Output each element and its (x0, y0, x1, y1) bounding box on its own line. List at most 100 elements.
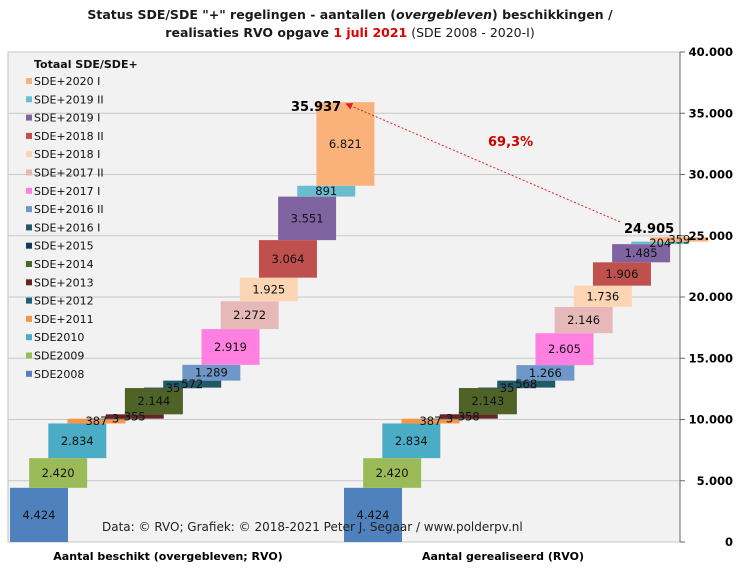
segment-value-label: 891 (315, 184, 337, 198)
bar-segment (163, 380, 222, 388)
bar-segment (478, 387, 537, 389)
segment-value-label: 2.834 (395, 434, 428, 448)
legend-entry: SDE+2020 I (34, 75, 100, 88)
percentage-label: 69,3% (488, 135, 533, 150)
total-label: 35.937 (291, 100, 341, 115)
legend-swatch (26, 242, 32, 249)
segment-value-label: 2.144 (137, 394, 170, 408)
bar-segment (497, 380, 556, 388)
legend-swatch (26, 151, 32, 158)
bar-segment (86, 418, 145, 420)
segment-value-label: 2.272 (233, 308, 266, 322)
legend-entry: SDE+2016 II (34, 203, 104, 216)
legend-swatch (26, 261, 32, 267)
legend: Totaal SDE/SDE+ SDE+2020 I SDE+2019 II SDE… (26, 58, 138, 381)
y-tick-label: 15.000 (689, 351, 733, 365)
title-line-1: Status SDE/SDE "+" regelingen - aantalle… (87, 7, 613, 22)
bar-segment (420, 418, 479, 420)
segment-value-label: 1.906 (605, 267, 638, 281)
y-axis: 0 5.000 10.000 15.000 20.000 25.000 30.000 35.0… (679, 45, 733, 549)
segment-value-label: 4.424 (357, 508, 390, 522)
segment-value-label: 1.485 (625, 246, 658, 260)
bar-segment (48, 423, 107, 459)
segment-value-label: 568 (515, 377, 537, 391)
category-label: Aantal gerealiseerd (RVO) (422, 550, 584, 563)
bar-segment (631, 241, 690, 245)
segment-value-label: 4.424 (23, 508, 56, 522)
legend-entry: SDE2010 (34, 331, 84, 344)
segment-value-label: 1.289 (195, 366, 228, 380)
category-label: Aantal beschikt (overgebleven; RVO) (53, 550, 282, 563)
segment-value-label: 2.143 (471, 394, 504, 408)
title-line-2: realisaties RVO opgave 1 juli 2021 (SDE … (165, 25, 535, 40)
bar-segment (29, 458, 88, 488)
y-tick-label: 10.000 (689, 413, 733, 427)
bar-segment (316, 102, 375, 186)
bar-segment (401, 418, 460, 424)
segment-value-label: 35 (500, 381, 515, 395)
bar-segment (297, 185, 356, 197)
y-tick-label: 40.000 (689, 45, 733, 59)
segment-value-label: 3.064 (271, 252, 304, 266)
chart-title: Status SDE/SDE "+" regelingen - aantalle… (0, 6, 700, 42)
segment-value-label: 358 (458, 409, 480, 423)
bar-segment (439, 414, 498, 419)
y-tick-label: 5.000 (697, 474, 733, 488)
total-label: 24.905 (624, 222, 674, 237)
y-tick-label: 30.000 (689, 168, 733, 182)
legend-title: Totaal SDE/SDE+ (34, 58, 138, 71)
legend-swatch (26, 297, 32, 304)
segment-value-label: 3 (446, 412, 453, 426)
bar-segment (239, 277, 298, 302)
legend-swatch (26, 132, 32, 139)
bar-segment (650, 237, 709, 242)
legend-entry: SDE+2015 (34, 240, 94, 253)
y-tick-label: 25.000 (689, 229, 733, 243)
segment-value-label: 2.146 (567, 313, 600, 327)
legend-swatch (26, 352, 32, 359)
bar-segment (458, 388, 517, 415)
bar-segment (10, 487, 68, 542)
legend-entry: SDE+2017 I (34, 185, 100, 198)
bar-segment (535, 333, 594, 366)
bar-segment (612, 244, 671, 263)
bar-segment (144, 387, 203, 389)
legend-entry: SDE2008 (34, 368, 84, 381)
segment-value-label: 2.834 (61, 434, 94, 448)
segment-value-label: 6.821 (329, 137, 362, 151)
bars (10, 102, 709, 542)
segment-value-label: 1.266 (529, 366, 562, 380)
legend-entry: SDE+2018 I (34, 148, 100, 161)
x-axis: Aantal beschikt (overgebleven; RVO) Aanta… (53, 550, 584, 563)
legend-swatch (26, 206, 32, 213)
bar-segment (554, 306, 613, 334)
legend-swatch (26, 187, 32, 194)
segment-value-label: 355 (124, 409, 146, 423)
segment-value-label: 387 (85, 414, 107, 428)
bar-segment (182, 364, 241, 381)
segment-value-label: 387 (419, 414, 441, 428)
legend-entry: SDE+2017 II (34, 167, 104, 180)
segment-value-label: 2.919 (214, 340, 247, 354)
legend-swatch (26, 315, 32, 322)
legend-swatch (26, 279, 32, 286)
credit-text: Data: © RVO; Grafiek: © 2018-2021 Peter … (102, 520, 523, 534)
legend-entry: SDE+2012 (34, 295, 94, 308)
legend-swatch (26, 78, 32, 84)
y-tick-label: 0 (725, 535, 733, 549)
legend-entry: SDE+2019 II (34, 93, 104, 106)
bar-segment (382, 423, 441, 459)
legend-swatch (26, 169, 32, 176)
segment-value-label: 2.420 (42, 466, 75, 480)
legend-entry: SDE+2014 (34, 258, 94, 271)
segment-value-label: 204 (649, 236, 671, 250)
segment-value-label: 3.551 (291, 211, 324, 225)
legend-swatch (26, 114, 32, 121)
segment-value-label: 2.605 (548, 342, 581, 356)
segment-value-label: 3 (112, 412, 119, 426)
bar-segment (278, 196, 337, 241)
bar-segment (220, 301, 279, 330)
legend-entry: SDE2009 (34, 350, 84, 363)
